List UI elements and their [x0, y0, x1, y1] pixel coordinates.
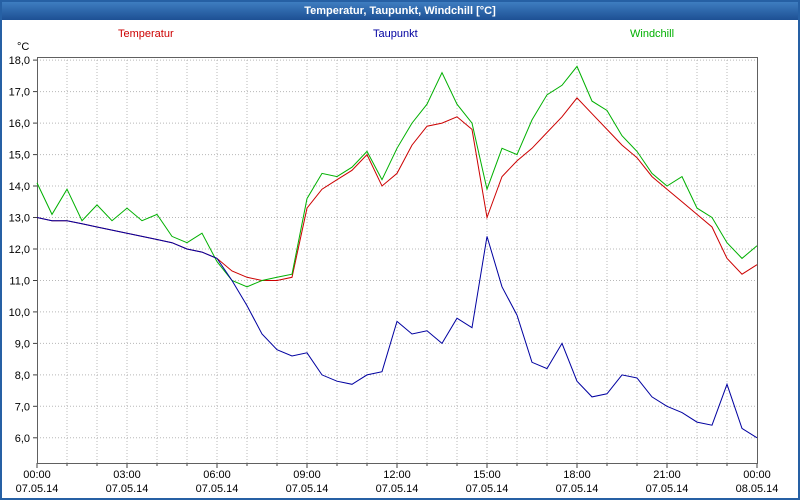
- svg-text:07.05.14: 07.05.14: [646, 483, 689, 495]
- plot-border: [37, 57, 758, 464]
- svg-text:07.05.14: 07.05.14: [466, 483, 509, 495]
- svg-text:07.05.14: 07.05.14: [286, 483, 329, 495]
- svg-text:12,0: 12,0: [9, 244, 30, 256]
- window-title: Temperatur, Taupunkt, Windchill [°C]: [2, 2, 798, 20]
- svg-text:03:00: 03:00: [113, 469, 141, 481]
- svg-text:15,0: 15,0: [9, 150, 30, 162]
- svg-text:09:00: 09:00: [293, 469, 321, 481]
- svg-text:16,0: 16,0: [9, 118, 30, 130]
- svg-text:06:00: 06:00: [203, 469, 231, 481]
- legend-taupunkt: Taupunkt: [373, 28, 418, 40]
- series-line-windchill: [36, 65, 758, 288]
- svg-text:6,0: 6,0: [15, 433, 30, 445]
- axis-ticks: [33, 59, 758, 468]
- svg-text:12:00: 12:00: [383, 469, 411, 481]
- svg-text:21:00: 21:00: [653, 469, 681, 481]
- svg-text:11,0: 11,0: [9, 276, 30, 288]
- gridlines: [37, 57, 757, 463]
- svg-text:07.05.14: 07.05.14: [196, 483, 239, 495]
- y-tick-labels: 6,0 7,0 8,0 9,0 10,0 11,0 12,0 13,0 14,0 15,0 16,0…: [9, 55, 30, 445]
- series-line-taupunkt: [36, 217, 758, 439]
- svg-text:9,0: 9,0: [15, 338, 30, 350]
- svg-text:07.05.14: 07.05.14: [556, 483, 599, 495]
- svg-text:13,0: 13,0: [9, 213, 30, 225]
- svg-text:08.05.14: 08.05.14: [736, 483, 779, 495]
- legend-temperatur: Temperatur: [118, 28, 174, 40]
- legend-windchill: Windchill: [630, 28, 675, 40]
- svg-text:07.05.14: 07.05.14: [106, 483, 149, 495]
- svg-text:07.05.14: 07.05.14: [16, 483, 59, 495]
- svg-text:17,0: 17,0: [9, 87, 30, 99]
- svg-text:00:00: 00:00: [23, 469, 51, 481]
- svg-text:14,0: 14,0: [9, 181, 30, 193]
- svg-text:00:00: 00:00: [743, 469, 771, 481]
- svg-text:10,0: 10,0: [9, 307, 30, 319]
- svg-text:18,0: 18,0: [9, 55, 30, 67]
- svg-text:7,0: 7,0: [15, 401, 30, 413]
- svg-text:8,0: 8,0: [15, 370, 30, 382]
- y-axis-unit-label: °C: [17, 41, 30, 53]
- svg-text:18:00: 18:00: [563, 469, 591, 481]
- svg-text:15:00: 15:00: [473, 469, 501, 481]
- svg-text:07.05.14: 07.05.14: [376, 483, 419, 495]
- x-tick-labels: 00:00 07.05.14 03:00 07.05.14 06:00 07.05.14 0…: [16, 469, 779, 495]
